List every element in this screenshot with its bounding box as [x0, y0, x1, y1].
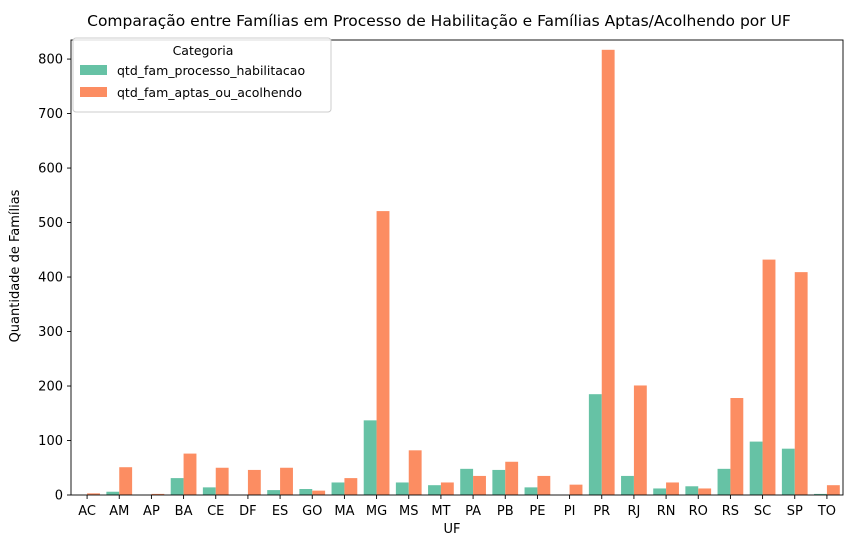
y-tick-label: 400 [38, 271, 63, 286]
y-tick-label: 500 [38, 216, 63, 231]
x-tick-label-sp: SP [787, 504, 803, 519]
y-tick-label: 300 [38, 325, 63, 340]
bar-aptas-ma [344, 478, 358, 495]
y-tick-label: 0 [55, 489, 63, 504]
x-tick-label-pe: PE [529, 504, 545, 519]
x-tick-label-ms: MS [399, 504, 418, 519]
bars-layer [87, 49, 840, 496]
plot-frame [70, 39, 844, 496]
bar-processo-rn [653, 488, 667, 495]
bar-aptas-mt [440, 482, 454, 495]
bar-aptas-sc [762, 259, 776, 495]
bar-aptas-pe [537, 475, 551, 495]
x-tick-label-pb: PB [497, 504, 514, 519]
bar-aptas-df [247, 469, 261, 495]
y-tick-label: 700 [38, 107, 63, 122]
bar-processo-am [106, 491, 120, 495]
x-axis-title: UF [444, 522, 461, 537]
x-tick-label-ba: BA [175, 504, 193, 519]
bar-aptas-pi [569, 484, 583, 495]
bar-aptas-sp [794, 272, 808, 495]
bar-processo-go [299, 489, 313, 495]
bar-processo-ms [395, 482, 409, 495]
x-tick-label-ro: RO [689, 504, 708, 519]
legend-box [72, 37, 332, 113]
bar-aptas-mg [376, 211, 390, 495]
axes-layer: 0 100 200 300 400 500 600 700 800 AC AM AP BA CE DF ES G… [38, 39, 844, 519]
bar-processo-es [267, 490, 281, 495]
y-tick-label: 200 [38, 380, 63, 395]
x-tick-label-df: DF [239, 504, 257, 519]
bar-aptas-am [119, 467, 133, 495]
bar-aptas-rn [666, 482, 679, 495]
bar-aptas-to [826, 485, 840, 495]
bar-processo-mg [363, 420, 377, 495]
bar-aptas-ro [698, 488, 712, 495]
bar-processo-ma [331, 482, 345, 495]
x-tick-label-ac: AC [78, 504, 96, 519]
chart-title: Comparação entre Famílias em Processo de… [87, 12, 791, 30]
bar-aptas-pr [601, 49, 615, 496]
x-tick-label-am: AM [109, 504, 129, 519]
bar-processo-ro [685, 486, 699, 495]
x-tick-label-pi: PI [564, 504, 576, 519]
bar-aptas-ms [408, 450, 422, 495]
legend: Categoria qtd_fam_processo_habilitacao q… [72, 37, 332, 113]
x-tick-label-to: TO [817, 504, 836, 519]
bar-aptas-rs [730, 398, 744, 495]
bar-processo-pr [588, 394, 602, 495]
x-tick-label-ap: AP [143, 504, 160, 519]
bar-aptas-ac [87, 493, 100, 495]
bar-aptas-es [280, 467, 293, 495]
x-tick-label-sc: SC [754, 504, 771, 519]
legend-swatch-aptas [80, 87, 107, 97]
bar-processo-pe [524, 487, 538, 495]
bar-processo-rj [621, 475, 634, 495]
legend-title: Categoria [173, 43, 234, 58]
x-tick-label-mg: MG [366, 504, 387, 519]
x-tick-label-ce: CE [207, 504, 224, 519]
bar-aptas-rj [633, 385, 647, 495]
y-tick-label: 600 [38, 162, 63, 177]
bar-processo-sp [781, 448, 795, 495]
x-tick-label-rs: RS [722, 504, 739, 519]
bar-aptas-pb [505, 461, 519, 495]
bar-processo-pb [492, 469, 506, 495]
bar-aptas-pa [473, 475, 486, 495]
x-tick-label-pr: PR [593, 504, 610, 519]
bar-aptas-ce [215, 467, 229, 495]
y-axis-title: Quantidade de Famílias [8, 189, 23, 342]
x-tick-label-ma: MA [334, 504, 354, 519]
bar-aptas-go [312, 490, 326, 495]
bar-processo-mt [428, 485, 441, 495]
bar-processo-pa [460, 468, 474, 495]
y-tick-label: 100 [38, 434, 63, 449]
bar-aptas-ap [151, 493, 165, 495]
x-tick-label-rn: RN [657, 504, 676, 519]
bar-processo-ba [170, 478, 184, 495]
x-tick-label-pa: PA [465, 504, 481, 519]
bar-processo-ce [202, 487, 216, 495]
x-tick-label-rj: RJ [627, 504, 640, 519]
y-tick-label: 800 [38, 53, 63, 68]
legend-label-aptas: qtd_fam_aptas_ou_acolhendo [117, 85, 302, 100]
bar-processo-to [814, 493, 827, 495]
x-tick-label-mt: MT [431, 504, 450, 519]
legend-label-processo: qtd_fam_processo_habilitacao [117, 63, 305, 78]
bar-aptas-ba [183, 453, 197, 495]
x-tick-label-es: ES [272, 504, 288, 519]
bar-processo-rs [717, 468, 731, 495]
x-tick-label-go: GO [302, 504, 322, 519]
bar-processo-sc [749, 441, 763, 495]
legend-swatch-processo [80, 65, 107, 75]
